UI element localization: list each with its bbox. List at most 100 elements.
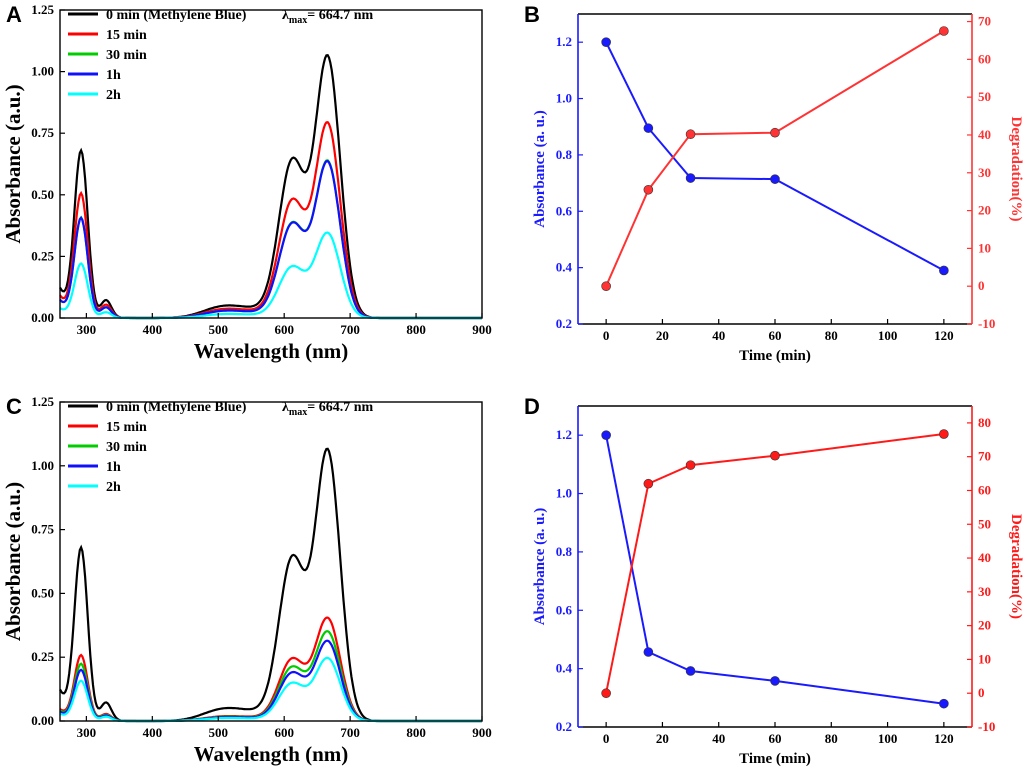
left-y-tick-label: 1.0: [556, 91, 572, 106]
series-line-degradation: [605, 30, 945, 287]
legend-label: 1h: [106, 68, 121, 83]
right-y-tick-label: 80: [978, 415, 991, 430]
x-tick-label: 800: [406, 322, 426, 337]
lambda-max-note: λmax= 664.7 nm: [282, 8, 373, 26]
left-y-tick-label: 0.6: [556, 602, 573, 617]
left-y-tick-label: 0.6: [556, 203, 573, 218]
data-point-degradation: [939, 429, 949, 439]
right-y-tick-label: 20: [978, 203, 991, 218]
right-y-tick-label: 40: [978, 127, 991, 142]
x-tick-label: 600: [274, 322, 294, 337]
x-tick-label: 300: [77, 725, 97, 740]
x-tick-label: 600: [274, 725, 294, 740]
x-tick-label: 40: [712, 328, 725, 343]
x-tick-label: 400: [143, 725, 163, 740]
x-tick-label: 120: [934, 328, 954, 343]
series-line-absorbance: [605, 41, 945, 272]
data-point-absorbance: [685, 666, 696, 676]
data-point-absorbance: [939, 698, 949, 709]
panel-d-kinetics-chart: 0 20 40 60 80 100 120 0.2 0.4 0.6 0.8 1.0 1.2 -10 0 10 2…: [524, 394, 1024, 767]
data-point-absorbance: [601, 37, 611, 47]
right-y-axis-title: Degradation(%): [1008, 117, 1024, 222]
y-tick-label: 1.00: [31, 64, 54, 79]
left-y-tick-label: 1.2: [556, 34, 572, 49]
right-y-axis-title: Degradation(%): [1008, 514, 1024, 619]
panel-c-spectra-chart: 300 400 500 600 700 800 900 0.00 0.25 0.50 0.75 1.0…: [1, 394, 492, 766]
left-y-tick-label: 0.2: [556, 316, 572, 331]
legend-label: 0 min (Methylene Blue): [106, 400, 247, 415]
left-y-tick-label: 1.2: [556, 427, 572, 442]
y-tick-label: 0.25: [31, 248, 54, 263]
left-y-tick-label: 1.0: [556, 486, 572, 501]
right-y-tick-label: -10: [978, 316, 995, 331]
x-tick-label: 300: [77, 322, 97, 337]
right-y-tick-label: 40: [978, 550, 991, 565]
y-tick-label: 0.50: [31, 187, 54, 202]
x-tick-label: 800: [406, 725, 426, 740]
panel-letter: A: [6, 2, 22, 27]
legend-label: 1h: [106, 460, 121, 475]
legend-label: 30 min: [106, 48, 147, 63]
right-y-tick-label: 70: [978, 449, 991, 464]
right-y-tick-label: 50: [978, 516, 991, 531]
y-axis-title: Absorbance (a.u.): [1, 84, 25, 243]
left-y-tick-label: 0.8: [556, 544, 573, 559]
y-tick-label: 0.75: [31, 522, 54, 537]
x-tick-label: 80: [825, 731, 838, 746]
right-y-tick-label: 70: [978, 14, 991, 29]
data-point-degradation: [643, 478, 654, 489]
series-line-1h: [59, 159, 482, 320]
data-point-degradation: [685, 129, 696, 140]
series-line-2h: [59, 231, 482, 320]
data-point-degradation: [939, 26, 949, 36]
y-tick-label: 1.00: [31, 458, 54, 473]
y-tick-label: 1.25: [31, 394, 54, 409]
left-y-tick-label: 0.8: [556, 147, 573, 162]
data-point-absorbance: [685, 173, 696, 183]
x-tick-label: 900: [472, 322, 492, 337]
x-axis-title: Wavelength (nm): [194, 339, 349, 363]
x-tick-label: 80: [825, 328, 838, 343]
data-point-degradation: [685, 460, 696, 470]
series-line-0-min-methylene-blue-: [59, 447, 482, 723]
x-tick-label: 400: [143, 322, 163, 337]
legend-label: 2h: [106, 480, 121, 495]
y-tick-label: 0.75: [31, 125, 54, 140]
right-y-tick-label: 50: [978, 89, 991, 104]
data-point-degradation: [770, 127, 780, 138]
data-point-degradation: [770, 450, 780, 461]
plot-frame: [59, 401, 483, 722]
x-tick-label: 500: [209, 322, 229, 337]
right-y-tick-label: 60: [978, 51, 991, 66]
panel-a-spectra-chart: 300 400 500 600 700 800 900 0.00 0.25 0.50 0.75 1.0…: [1, 2, 492, 363]
panel-letter: D: [524, 394, 540, 419]
x-tick-label: 40: [712, 731, 725, 746]
data-point-absorbance: [770, 174, 780, 184]
y-tick-label: 0.00: [31, 310, 54, 325]
data-point-absorbance: [643, 123, 654, 133]
x-axis-title: Wavelength (nm): [194, 742, 349, 766]
x-tick-label: 700: [340, 725, 360, 740]
panel-b-kinetics-chart: 0 20 40 60 80 100 120 0.2 0.4 0.6 0.8 1.0 1.2 -10 0 10 2…: [524, 2, 1024, 364]
right-y-tick-label: 60: [978, 482, 991, 497]
y-tick-label: 0.25: [31, 649, 54, 664]
data-point-degradation: [601, 688, 611, 699]
x-tick-label: 700: [340, 322, 360, 337]
right-y-tick-label: 30: [978, 165, 991, 180]
x-tick-label: 120: [934, 731, 954, 746]
x-tick-label: 900: [472, 725, 492, 740]
data-point-absorbance: [939, 265, 949, 276]
series-line-30-min: [59, 159, 482, 320]
right-y-tick-label: 0: [978, 278, 985, 293]
left-y-tick-label: 0.2: [556, 719, 572, 734]
x-tick-label: 60: [769, 328, 782, 343]
x-tick-label: 0: [603, 328, 610, 343]
x-tick-label: 60: [769, 731, 782, 746]
y-tick-label: 1.25: [31, 2, 54, 17]
data-point-absorbance: [601, 430, 611, 440]
lambda-max-note: λmax= 664.7 nm: [282, 400, 373, 418]
right-y-tick-label: -10: [978, 719, 995, 734]
x-tick-label: 20: [656, 731, 669, 746]
legend-label: 30 min: [106, 440, 147, 455]
legend-label: 15 min: [106, 28, 147, 43]
